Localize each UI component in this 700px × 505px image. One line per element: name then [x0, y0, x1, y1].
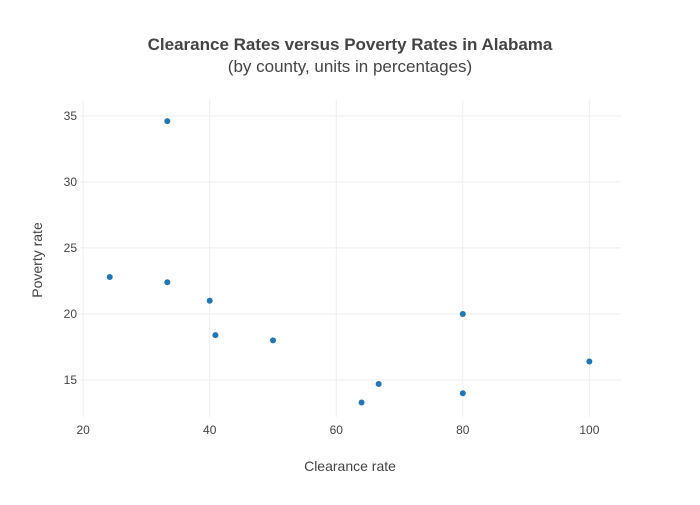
- data-point-layer: [106, 118, 593, 406]
- data-point-0-3[interactable]: [206, 297, 213, 304]
- data-point-0-10[interactable]: [459, 390, 466, 397]
- chart-title: Clearance Rates versus Poverty Rates in …: [148, 35, 553, 54]
- y-tick-label-2: 25: [64, 241, 78, 255]
- y-tick-label-1: 20: [64, 307, 78, 321]
- x-tick-label-1: 40: [203, 423, 217, 437]
- x-tick-label-2: 60: [330, 423, 344, 437]
- grid-layer: [80, 100, 621, 417]
- chart-subtitle: (by county, units in percentages): [228, 57, 472, 76]
- x-tick-label-3: 80: [456, 423, 470, 437]
- data-point-0-6[interactable]: [459, 310, 466, 317]
- y-tick-label-0: 15: [64, 373, 78, 387]
- y-axis-label: Poverty rate: [29, 222, 45, 298]
- data-point-0-9[interactable]: [358, 399, 365, 406]
- y-tick-label-3: 30: [64, 175, 78, 189]
- data-point-0-5[interactable]: [269, 337, 276, 344]
- data-point-0-0[interactable]: [164, 118, 171, 125]
- data-point-0-4[interactable]: [212, 332, 219, 339]
- data-point-0-7[interactable]: [586, 358, 593, 365]
- x-tick-label-0: 20: [76, 423, 90, 437]
- data-point-0-2[interactable]: [164, 279, 171, 286]
- x-tick-label-4: 100: [579, 423, 599, 437]
- y-tick-label-4: 35: [64, 109, 78, 123]
- x-axis-label: Clearance rate: [304, 458, 396, 474]
- data-point-0-8[interactable]: [375, 380, 382, 387]
- data-point-0-1[interactable]: [106, 273, 113, 280]
- tick-label-layer: 20 40 60 80 100 15 20 25 30 35: [64, 109, 600, 437]
